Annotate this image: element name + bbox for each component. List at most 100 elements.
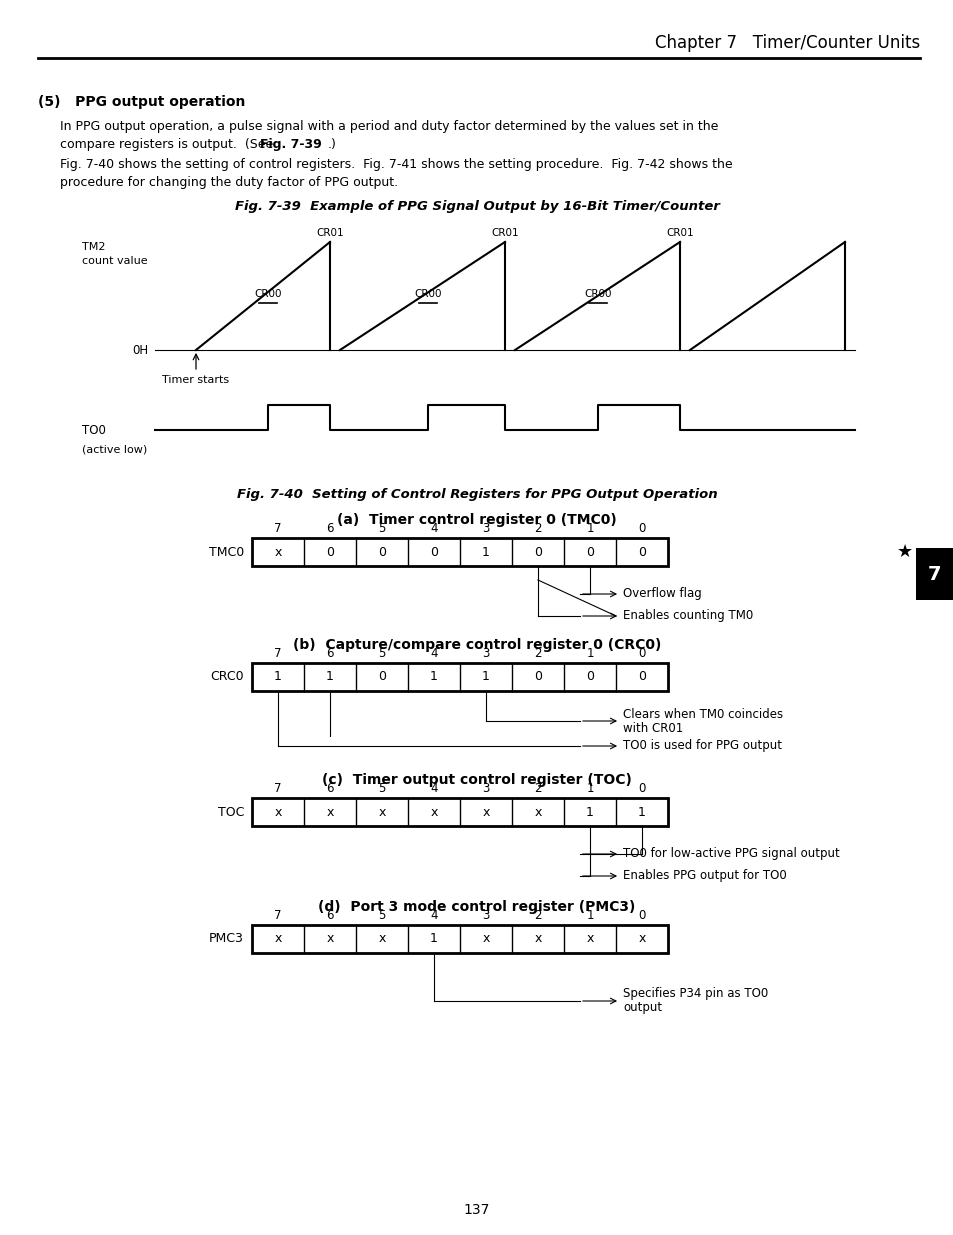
Text: CR00: CR00: [414, 289, 441, 299]
Bar: [252, 663, 667, 692]
Text: 0: 0: [430, 546, 437, 558]
Text: x: x: [534, 932, 541, 946]
Text: 0: 0: [534, 546, 541, 558]
Text: 5: 5: [378, 909, 385, 923]
Text: CR01: CR01: [665, 228, 693, 238]
Text: TO0 is used for PPG output: TO0 is used for PPG output: [622, 740, 781, 752]
Text: 1: 1: [586, 647, 593, 659]
Text: 5: 5: [378, 522, 385, 535]
Text: x: x: [378, 805, 385, 819]
Text: 0: 0: [638, 671, 645, 683]
Text: Fig. 7-40  Setting of Control Registers for PPG Output Operation: Fig. 7-40 Setting of Control Registers f…: [236, 488, 717, 501]
Text: CR00: CR00: [583, 289, 611, 299]
Text: 1: 1: [430, 671, 437, 683]
Text: 7: 7: [274, 909, 281, 923]
Text: 0: 0: [638, 647, 645, 659]
Text: Fig. 7-39  Example of PPG Signal Output by 16-Bit Timer/Counter: Fig. 7-39 Example of PPG Signal Output b…: [234, 200, 719, 212]
Bar: [252, 925, 667, 953]
Text: 4: 4: [430, 909, 437, 923]
Text: 7: 7: [274, 782, 281, 795]
Text: x: x: [430, 805, 437, 819]
Text: 4: 4: [430, 522, 437, 535]
Text: 0H: 0H: [132, 343, 148, 357]
Bar: [252, 798, 667, 826]
Text: CRC0: CRC0: [211, 671, 244, 683]
Text: output: output: [622, 1002, 661, 1014]
Text: PMC3: PMC3: [209, 932, 244, 946]
Text: 0: 0: [585, 546, 594, 558]
Text: Clears when TM0 coincides: Clears when TM0 coincides: [622, 708, 782, 720]
Text: (b)  Capture/compare control register 0 (CRC0): (b) Capture/compare control register 0 (…: [293, 638, 660, 652]
Text: Overflow flag: Overflow flag: [622, 588, 701, 600]
Text: 0: 0: [326, 546, 334, 558]
Text: (active low): (active low): [82, 445, 147, 454]
Text: (a)  Timer control register 0 (TMC0): (a) Timer control register 0 (TMC0): [336, 513, 617, 527]
Text: 6: 6: [326, 782, 334, 795]
Text: 7: 7: [274, 522, 281, 535]
Text: 137: 137: [463, 1203, 490, 1216]
Text: 1: 1: [585, 805, 594, 819]
Text: 2: 2: [534, 782, 541, 795]
Text: 7: 7: [274, 647, 281, 659]
Text: 5: 5: [378, 782, 385, 795]
Text: (5)   PPG output operation: (5) PPG output operation: [38, 95, 245, 109]
Text: Fig. 7-39: Fig. 7-39: [260, 138, 321, 151]
Text: Chapter 7   Timer/Counter Units: Chapter 7 Timer/Counter Units: [654, 35, 919, 52]
Text: 4: 4: [430, 647, 437, 659]
Text: 5: 5: [378, 647, 385, 659]
Text: 2: 2: [534, 909, 541, 923]
Text: TOC: TOC: [217, 805, 244, 819]
Text: TO0: TO0: [82, 424, 106, 436]
Text: CR00: CR00: [254, 289, 281, 299]
Text: 0: 0: [638, 782, 645, 795]
Text: Enables counting TM0: Enables counting TM0: [622, 610, 753, 622]
Text: 1: 1: [481, 671, 490, 683]
Text: 7: 7: [927, 564, 941, 583]
Text: x: x: [586, 932, 593, 946]
Text: 0: 0: [585, 671, 594, 683]
Text: 3: 3: [482, 647, 489, 659]
Text: Enables PPG output for TO0: Enables PPG output for TO0: [622, 869, 786, 883]
Text: x: x: [274, 932, 281, 946]
Text: x: x: [326, 932, 334, 946]
Text: .): .): [328, 138, 336, 151]
Text: 6: 6: [326, 647, 334, 659]
Text: CR01: CR01: [491, 228, 518, 238]
Text: ★: ★: [896, 543, 912, 561]
Text: x: x: [638, 932, 645, 946]
Text: 1: 1: [430, 932, 437, 946]
Text: 1: 1: [274, 671, 282, 683]
Text: 0: 0: [377, 546, 386, 558]
Text: 3: 3: [482, 782, 489, 795]
Text: Fig. 7-40 shows the setting of control registers.  Fig. 7-41 shows the setting p: Fig. 7-40 shows the setting of control r…: [60, 158, 732, 170]
Text: x: x: [378, 932, 385, 946]
Text: 0: 0: [534, 671, 541, 683]
Text: 1: 1: [586, 782, 593, 795]
Text: TMC0: TMC0: [209, 546, 244, 558]
Text: procedure for changing the duty factor of PPG output.: procedure for changing the duty factor o…: [60, 177, 397, 189]
Text: x: x: [274, 546, 281, 558]
Text: count value: count value: [82, 256, 148, 266]
Text: Timer starts: Timer starts: [162, 375, 230, 385]
Text: 1: 1: [638, 805, 645, 819]
Text: 0: 0: [638, 546, 645, 558]
Text: 2: 2: [534, 522, 541, 535]
Text: 6: 6: [326, 522, 334, 535]
Text: with CR01: with CR01: [622, 721, 682, 735]
Text: 2: 2: [534, 647, 541, 659]
Bar: [252, 538, 667, 566]
Text: 3: 3: [482, 909, 489, 923]
Text: TO0 for low-active PPG signal output: TO0 for low-active PPG signal output: [622, 847, 839, 861]
Text: 3: 3: [482, 522, 489, 535]
Bar: [915, 548, 953, 600]
Text: 0: 0: [377, 671, 386, 683]
Text: 6: 6: [326, 909, 334, 923]
Text: CR01: CR01: [315, 228, 343, 238]
Text: 1: 1: [586, 522, 593, 535]
Text: 1: 1: [326, 671, 334, 683]
Text: x: x: [274, 805, 281, 819]
Text: x: x: [482, 805, 489, 819]
Text: 0: 0: [638, 522, 645, 535]
Text: 1: 1: [586, 909, 593, 923]
Text: Specifies P34 pin as TO0: Specifies P34 pin as TO0: [622, 988, 767, 1000]
